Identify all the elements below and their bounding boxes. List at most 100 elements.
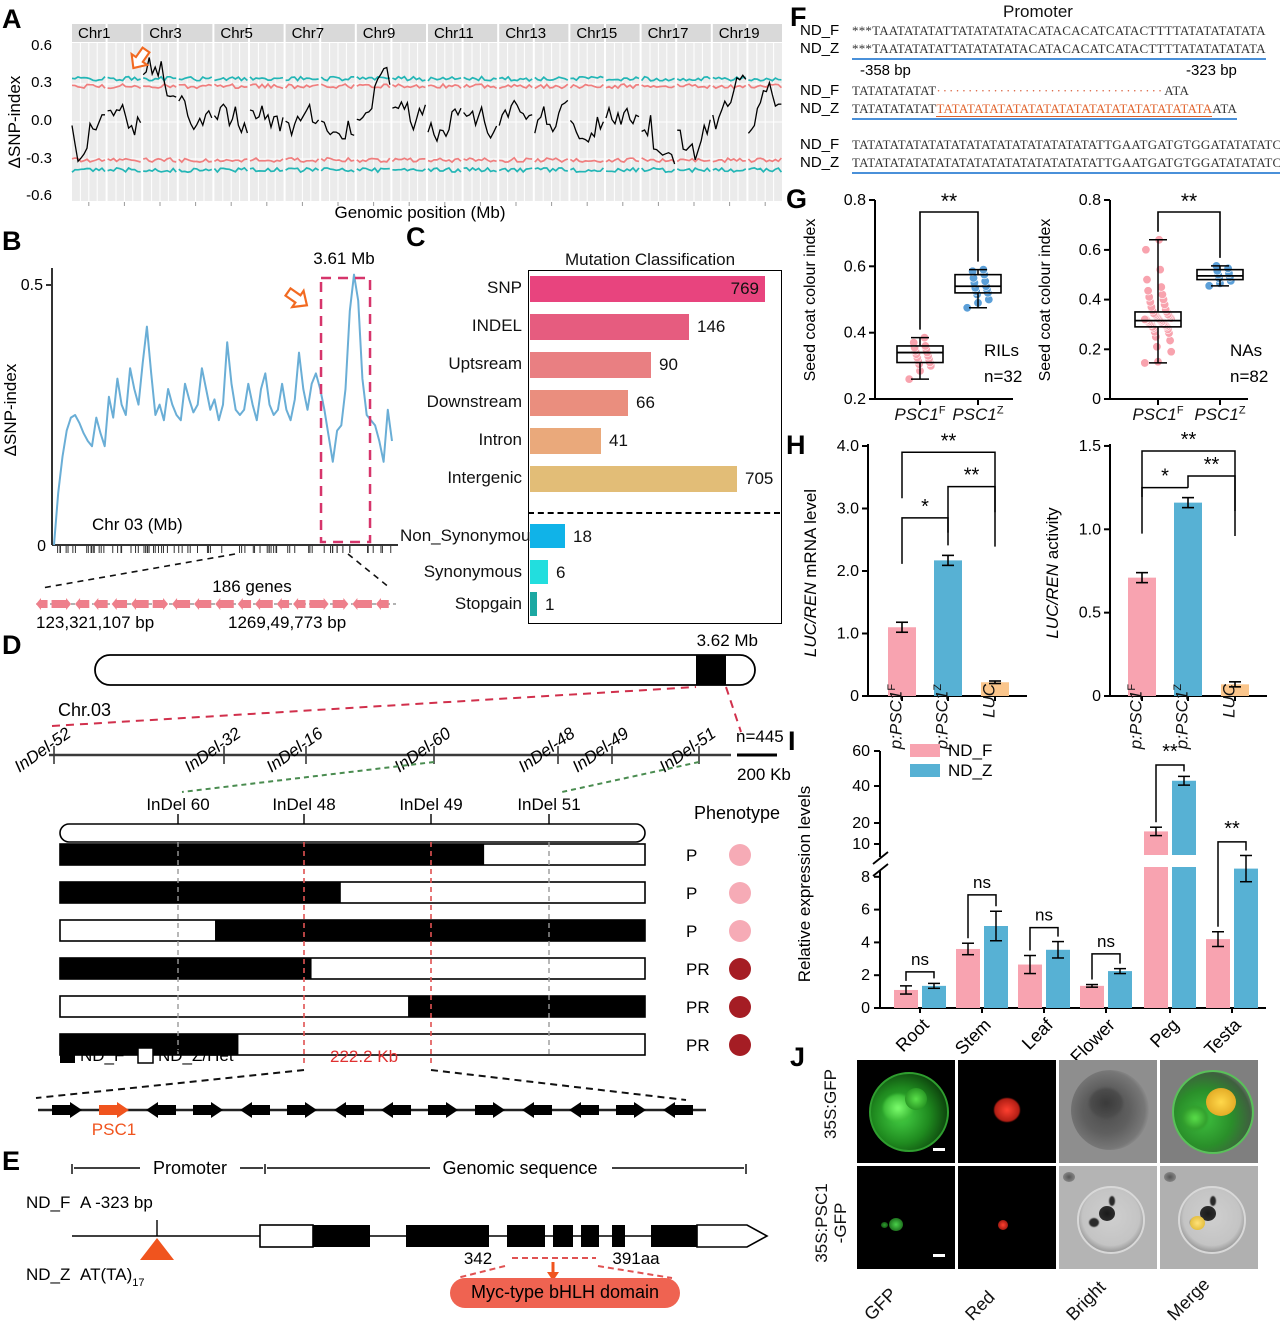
a-threshold-line [143, 167, 177, 174]
h-ytick-label: 3.0 [837, 501, 859, 518]
a-snp-index-line [427, 107, 462, 143]
j-signal [881, 1222, 888, 1228]
e-promoter-label: Promoter [153, 1158, 227, 1178]
a-threshold-line [356, 83, 391, 89]
e-exon [651, 1225, 697, 1247]
ndf-label: ND_F [800, 22, 840, 39]
j-signal [1190, 1216, 1205, 1230]
c-group-divider [528, 512, 780, 514]
g-ytick-label: 0.8 [844, 192, 866, 209]
bp-358: -358 bp [860, 62, 911, 79]
i-sig-label: ** [1224, 818, 1240, 840]
d-haplotype-ndf-segment [60, 844, 485, 865]
a-threshold-line [534, 167, 568, 173]
d-phenotype-label: P [686, 846, 697, 865]
panel-letter-i: I [788, 726, 796, 756]
c-bar-value: 6 [556, 563, 566, 582]
c-bar-value: 18 [573, 527, 592, 546]
d-phenotype-dot [729, 1034, 751, 1056]
j-image-merge-row1 [1160, 1060, 1258, 1163]
a-threshold-line [534, 76, 569, 82]
j-signal [1089, 1218, 1099, 1227]
g-sig-label: ** [1181, 190, 1197, 213]
a-chr-header [178, 24, 213, 42]
j-column-label: Merge [1163, 1274, 1214, 1324]
g-cohort-label: NAs [1230, 341, 1262, 360]
a-ytick: 0.0 [31, 112, 52, 129]
d-indel-label: InDel 51 [517, 795, 580, 814]
a-threshold-line [249, 166, 284, 173]
a-threshold-line [641, 84, 675, 89]
g-xtick-label: PSC1Z [952, 404, 1004, 424]
d-zoom-line-black [430, 1069, 687, 1101]
i-ytick-label: 4 [861, 934, 870, 951]
h-bar [1221, 684, 1249, 696]
d-phenotype-dot [729, 882, 751, 904]
seq2-pre: TATATATATAT [852, 83, 937, 98]
d-gene-arrow [52, 1102, 82, 1118]
j-image-bright-row1 [1059, 1060, 1157, 1163]
a-threshold-line [748, 77, 782, 82]
a-threshold-line [534, 83, 569, 90]
d-indel-label: InDel 60 [146, 795, 209, 814]
a-threshold-line [356, 76, 390, 81]
a-threshold-line [498, 167, 533, 174]
a-threshold-line [676, 83, 711, 90]
deletion-dots: ···································· [936, 83, 1165, 98]
a-xaxis-label: Genomic position (Mb) [334, 203, 505, 222]
g-cohort-label: RILs [984, 341, 1019, 360]
e-myc-domain-label: Myc-type bHLH domain [471, 1282, 659, 1302]
h-sig-bracket [1187, 475, 1236, 536]
a-snp-index-line [463, 104, 498, 140]
h-sig-label: * [921, 496, 929, 518]
i-ylabel: Relative expression levels [795, 786, 814, 983]
j-image-gfp-row1 [857, 1060, 955, 1163]
i-sig-bracket [1217, 841, 1247, 927]
g-data-point [1142, 275, 1152, 285]
b-zoom-line [41, 553, 236, 589]
i-ytick-label: 60 [852, 743, 870, 760]
panel-letter-g: G [786, 184, 808, 214]
h-bar [1174, 502, 1202, 696]
a-snp-index-line [356, 66, 391, 121]
g-xtick-label: PSC1Z [1194, 404, 1246, 424]
c-bar-value: 769 [730, 279, 759, 298]
ndz-label-2: ND_Z [800, 100, 840, 117]
j-signal [1164, 1172, 1176, 1182]
a-threshold-line [178, 157, 212, 164]
a-threshold-line [712, 157, 746, 164]
a-threshold-line [71, 167, 106, 173]
g-data-point [1157, 290, 1167, 300]
b-gene-arrow [309, 598, 329, 610]
a-threshold-line [712, 166, 747, 173]
panel-letter-h: H [786, 430, 806, 460]
a-threshold-line [143, 83, 177, 89]
h-ytick-label: 1.5 [1079, 438, 1101, 455]
d-interval-size: 222.2 Kb [330, 1047, 398, 1066]
d-phenotype-label: P [686, 884, 697, 903]
a-threshold-line [213, 83, 248, 89]
j-column-label: Red [961, 1286, 999, 1324]
d-scale-label: 200 Kb [737, 765, 791, 784]
e-exon [507, 1225, 545, 1247]
c-bar [530, 314, 689, 340]
j-image-gfp-row2 [857, 1166, 955, 1269]
panel-letter-a: A [2, 4, 22, 34]
panel-j-microscopy: 35S:GFP 35S:PSC1 -GFP GFP Red Bright Merge [785, 1036, 1280, 1324]
panel-d-fine-mapping: 3.62 Mb Chr.03 InDel-52 InDel-32 InDel-16 InD… [11, 631, 791, 1139]
b-bp-left: 123,321,107 bp [36, 613, 154, 632]
a-chr-header [570, 24, 604, 42]
a-chr-header [107, 24, 142, 42]
a-threshold-line [463, 166, 497, 173]
h-ytick-label: 0.5 [1079, 605, 1101, 622]
bp-323: -323 bp [1186, 62, 1237, 79]
j-column-label: Bright [1062, 1276, 1110, 1324]
c-bar-value: 90 [659, 355, 678, 374]
peak-arrow-icon [283, 286, 309, 309]
a-chr-label: Chr13 [505, 25, 546, 42]
i-legend-ndz-swatch [910, 764, 940, 777]
h-ytick-label: 1.0 [837, 626, 859, 643]
g-ytick-label: 0 [1092, 391, 1101, 408]
d-psc1-gene-arrow [99, 1102, 129, 1118]
a-chr-label: Chr7 [292, 25, 325, 42]
